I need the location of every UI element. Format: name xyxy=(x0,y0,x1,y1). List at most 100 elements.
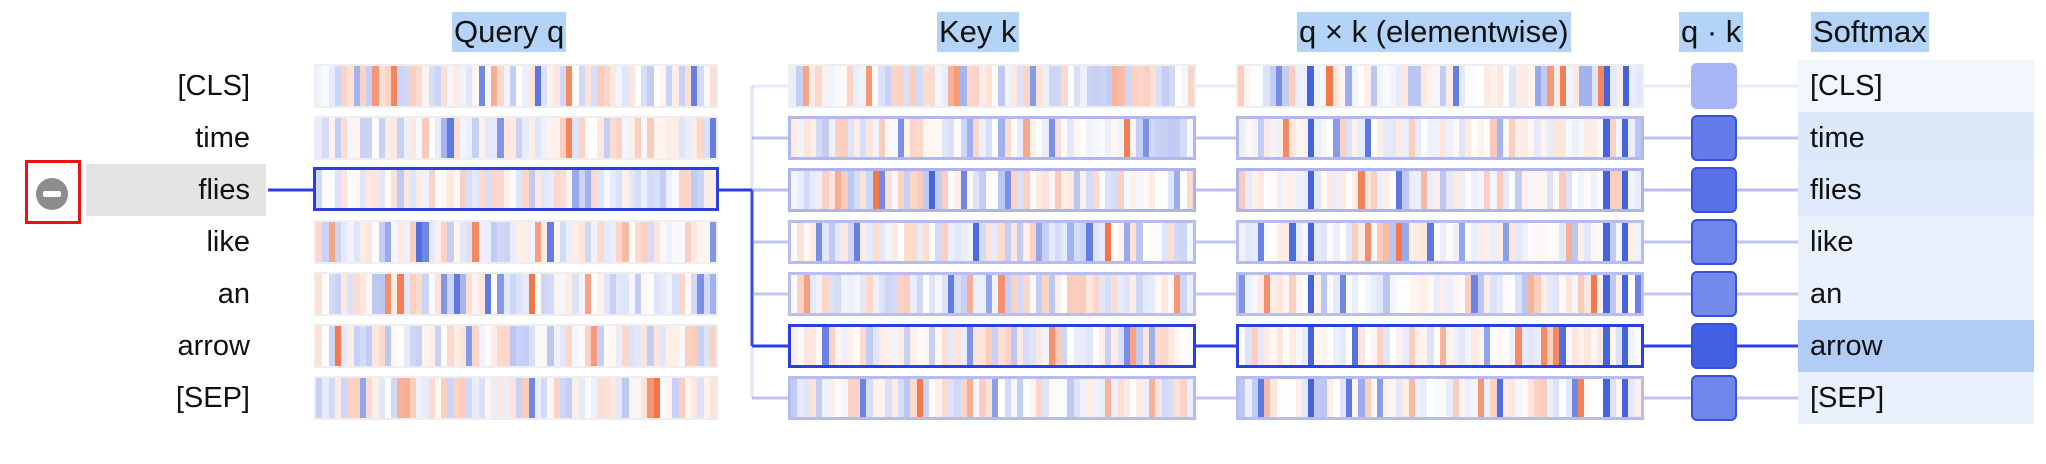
vector-cell xyxy=(691,170,698,208)
softmax-token-2[interactable]: flies xyxy=(1798,164,2034,216)
vector-cell xyxy=(503,66,510,106)
vector-cell xyxy=(809,379,817,417)
vector-cell xyxy=(1149,223,1156,261)
product-vector-1 xyxy=(1236,116,1644,160)
vector-cell xyxy=(1167,379,1175,417)
vector-cell xyxy=(1130,379,1137,417)
vector-cell xyxy=(1509,223,1516,261)
softmax-token-5[interactable]: arrow xyxy=(1798,320,2034,372)
vector-cell xyxy=(1452,119,1459,157)
vector-cell xyxy=(634,222,641,262)
vector-cell xyxy=(1111,275,1118,313)
vector-cell xyxy=(503,326,510,366)
vector-cell xyxy=(1238,66,1245,106)
vector-cell xyxy=(1130,327,1137,365)
vector-cell xyxy=(591,66,598,106)
vector-cell xyxy=(572,274,579,314)
vector-cell xyxy=(897,223,905,261)
softmax-token-3[interactable]: like xyxy=(1798,216,2034,268)
vector-cell xyxy=(1123,171,1131,209)
vector-cell xyxy=(1029,119,1036,157)
vector-cell xyxy=(1351,66,1358,106)
vector-cell xyxy=(1546,327,1554,365)
vector-cell xyxy=(1622,171,1629,209)
softmax-token-4[interactable]: an xyxy=(1798,268,2034,320)
vector-cell xyxy=(1180,275,1187,313)
vector-cell xyxy=(1004,275,1011,313)
left-token-5[interactable]: arrow xyxy=(177,330,250,362)
vector-cell xyxy=(497,118,504,158)
vector-cell xyxy=(1515,327,1522,365)
left-token-6[interactable]: [SEP] xyxy=(175,382,250,414)
vector-cell xyxy=(1282,379,1290,417)
vector-cell xyxy=(641,170,648,208)
vector-cell xyxy=(1142,379,1150,417)
vector-cell xyxy=(1282,119,1290,157)
vector-cell xyxy=(1421,275,1428,313)
vector-cell xyxy=(1029,379,1036,417)
vector-cell xyxy=(1061,275,1068,313)
vector-cell xyxy=(1004,171,1011,209)
vector-cell xyxy=(1111,379,1118,417)
vector-cell xyxy=(1117,119,1124,157)
minus-circle-icon[interactable] xyxy=(36,178,68,210)
vector-cell xyxy=(378,66,385,106)
vector-cell xyxy=(1383,119,1390,157)
vector-cell xyxy=(572,170,579,208)
vector-cell xyxy=(1578,119,1585,157)
vector-cell xyxy=(1572,66,1579,106)
vector-cell xyxy=(466,274,473,314)
vector-cell xyxy=(1263,66,1270,106)
vector-cell xyxy=(827,66,835,106)
vector-cell xyxy=(1534,119,1541,157)
vector-cell xyxy=(666,170,673,208)
vector-cell xyxy=(1571,379,1579,417)
vector-cell xyxy=(1105,66,1112,106)
vector-cell xyxy=(916,119,923,157)
vector-cell xyxy=(441,66,448,106)
left-token-3[interactable]: like xyxy=(206,226,250,258)
vector-cell xyxy=(528,118,535,158)
vector-cell xyxy=(1578,327,1585,365)
vector-cell xyxy=(1458,171,1466,209)
vector-cell xyxy=(1396,223,1403,261)
left-token-2[interactable]: flies xyxy=(86,164,266,216)
vector-cell xyxy=(1092,275,1099,313)
vector-cell xyxy=(1244,66,1251,106)
softmax-token-0[interactable]: [CLS] xyxy=(1798,60,2034,112)
dot-square-4 xyxy=(1691,271,1737,317)
vector-cell xyxy=(797,379,804,417)
left-token-1[interactable]: time xyxy=(195,122,250,154)
vector-cell xyxy=(803,379,810,417)
vector-cell xyxy=(1352,119,1359,157)
vector-cell xyxy=(1086,327,1093,365)
vector-cell xyxy=(1352,379,1359,417)
vector-cell xyxy=(891,223,898,261)
vector-cell xyxy=(1167,171,1175,209)
softmax-token-6[interactable]: [SEP] xyxy=(1798,372,2034,424)
vector-cell xyxy=(666,66,673,106)
vector-cell xyxy=(1527,275,1535,313)
vector-cell xyxy=(347,378,354,418)
softmax-token-1[interactable]: time xyxy=(1798,112,2034,164)
vector-cell xyxy=(1105,327,1112,365)
vector-cell xyxy=(834,119,842,157)
left-token-0[interactable]: [CLS] xyxy=(177,70,250,102)
vector-cell xyxy=(878,379,886,417)
vector-cell xyxy=(1502,275,1510,313)
vector-cell xyxy=(878,223,886,261)
vector-cell xyxy=(1628,223,1635,261)
left-token-4[interactable]: an xyxy=(217,278,250,310)
vector-cell xyxy=(809,223,817,261)
vector-cell xyxy=(1528,66,1535,106)
vector-cell xyxy=(372,118,379,158)
vector-cell xyxy=(1540,119,1547,157)
vector-cell xyxy=(1590,223,1598,261)
vector-cell xyxy=(1333,171,1340,209)
vector-cell xyxy=(378,378,385,418)
vector-cell xyxy=(328,274,335,314)
vector-cell xyxy=(1239,379,1246,417)
vector-cell xyxy=(1086,119,1093,157)
vector-cell xyxy=(1553,275,1560,313)
vector-cell xyxy=(1433,171,1440,209)
